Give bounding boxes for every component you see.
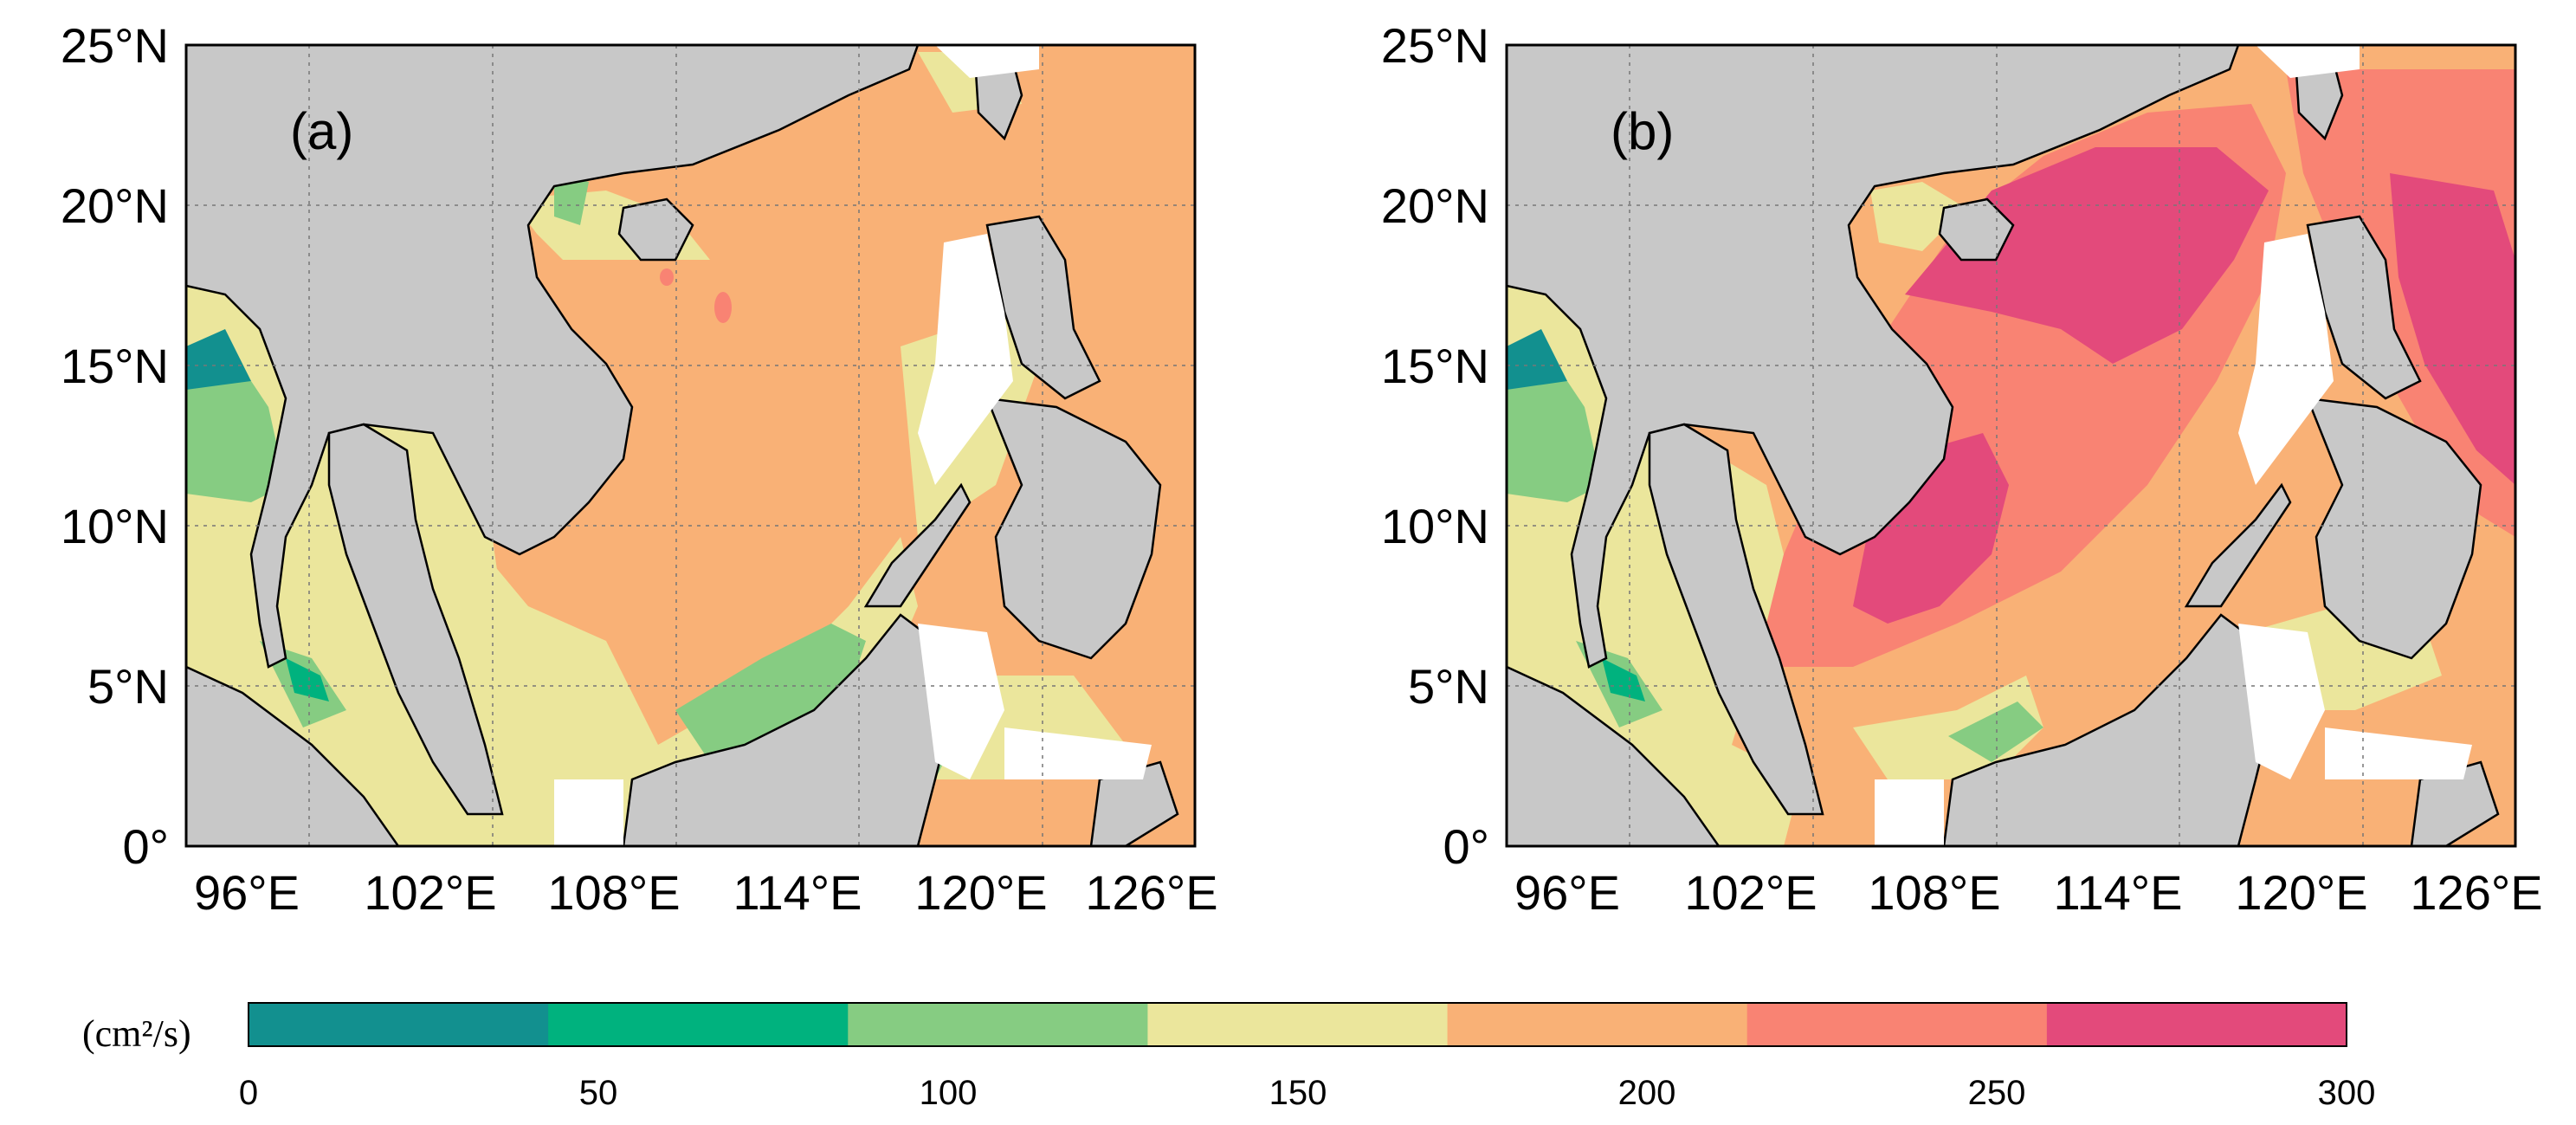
x-ticks-a: 96°E 102°E 108°E 114°E 120°E 126°E <box>194 865 1218 920</box>
colorbar-swatch <box>1746 1003 2048 1046</box>
colorbar-swatch <box>249 1003 549 1046</box>
x-tick: 102°E <box>364 865 496 920</box>
panel-frame-b <box>1505 43 2517 848</box>
x-tick: 120°E <box>914 865 1047 920</box>
x-tick: 120°E <box>2235 865 2367 920</box>
y-tick: 15°N <box>61 339 169 393</box>
colorbar-tick: 250 <box>1968 1074 2026 1112</box>
map-panel-b: (b) 25°N 20°N 15°N 10°N 5°N 0° 96°E 102°… <box>1381 18 2543 920</box>
colorbar: (cm²/s) 0 50 100 150 200 250 300 <box>82 1002 2376 1112</box>
colorbar-frame <box>248 1002 2347 1047</box>
x-tick: 114°E <box>2053 865 2182 920</box>
map-panel-a: (a) 25°N 20°N 15°N 10°N 5°N 0° 96°E 102°… <box>61 18 1218 920</box>
x-tick: 126°E <box>1085 865 1217 920</box>
grid-b <box>1507 45 2515 846</box>
x-tick: 108°E <box>1868 865 2000 920</box>
colorbar-tick: 0 <box>239 1074 258 1112</box>
y-ticks-a: 25°N 20°N 15°N 10°N 5°N 0° <box>61 18 169 874</box>
x-tick: 114°E <box>733 865 862 920</box>
grid-a <box>186 45 1195 846</box>
x-tick: 108°E <box>547 865 680 920</box>
colorbar-swatch <box>548 1003 849 1046</box>
colorbar-ticks: 0 50 100 150 200 250 300 <box>239 1074 2376 1112</box>
panel-frame-a <box>184 43 1197 848</box>
colorbar-swatch <box>1147 1003 1449 1046</box>
y-tick: 10°N <box>1381 499 1489 553</box>
colorbar-tick: 300 <box>2318 1074 2376 1112</box>
y-tick: 0° <box>122 819 169 874</box>
y-tick: 25°N <box>61 18 169 73</box>
y-tick: 5°N <box>87 659 169 714</box>
colorbar-unit: (cm²/s) <box>82 1012 191 1055</box>
y-tick: 5°N <box>1408 659 1489 714</box>
x-tick: 96°E <box>1514 865 1620 920</box>
colorbar-swatches <box>249 1003 2347 1046</box>
colorbar-swatch <box>2046 1003 2347 1046</box>
panel-label-a: (a) <box>290 102 353 160</box>
x-tick: 102°E <box>1684 865 1817 920</box>
land-mask-b <box>1507 45 2500 846</box>
colorbar-tick: 100 <box>920 1074 978 1112</box>
colorbar-tick: 50 <box>579 1074 618 1112</box>
y-tick: 15°N <box>1381 339 1489 393</box>
y-tick: 20°N <box>61 178 169 233</box>
y-tick: 0° <box>1443 819 1489 874</box>
panel-label-b: (b) <box>1611 102 1674 160</box>
no-data-border-a <box>554 45 1152 846</box>
x-ticks-b: 96°E 102°E 108°E 114°E 120°E 126°E <box>1514 865 2543 920</box>
y-ticks-b: 25°N 20°N 15°N 10°N 5°N 0° <box>1381 18 1489 874</box>
colorbar-swatch <box>1447 1003 1748 1046</box>
x-tick: 96°E <box>194 865 300 920</box>
colorbar-tick: 200 <box>1618 1074 1676 1112</box>
y-tick: 20°N <box>1381 178 1489 233</box>
no-data-border-b <box>1875 45 2472 846</box>
colorbar-tick: 150 <box>1269 1074 1327 1112</box>
y-tick: 10°N <box>61 499 169 553</box>
x-tick: 126°E <box>2410 865 2542 920</box>
colorbar-swatch <box>848 1003 1148 1046</box>
y-tick: 25°N <box>1381 18 1489 73</box>
